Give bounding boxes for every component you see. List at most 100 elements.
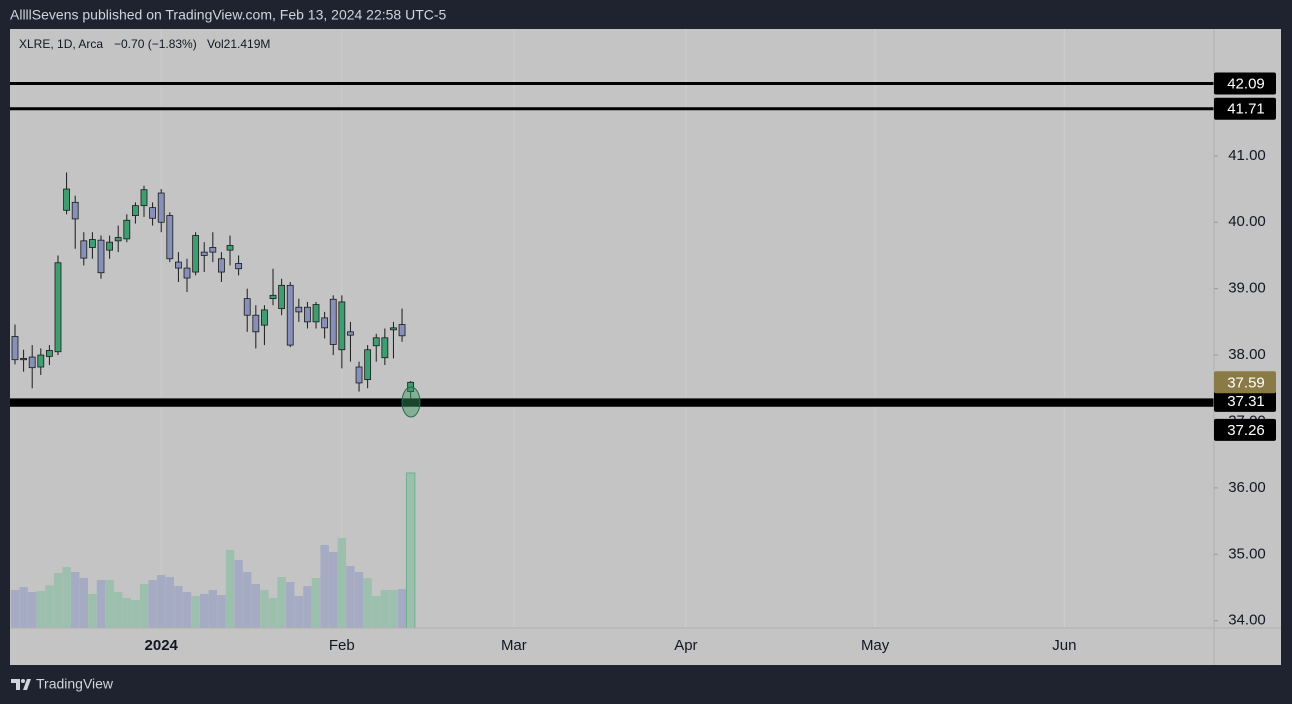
- volume-bar: [122, 597, 132, 628]
- volume-bar: [337, 537, 347, 628]
- candle-body: [304, 306, 311, 323]
- y-tick-label: 34.00: [1228, 612, 1266, 629]
- x-tick-label: Feb: [329, 637, 355, 654]
- candle-body: [269, 294, 277, 300]
- volume-bar: [372, 596, 381, 628]
- candle-body: [261, 309, 268, 326]
- candle-body: [45, 350, 53, 357]
- volume-bar: [174, 586, 183, 628]
- volume-bar: [19, 586, 28, 628]
- y-tick-label: 40.00: [1228, 213, 1266, 230]
- candle-body: [226, 245, 234, 251]
- volume-bar: [286, 581, 295, 628]
- last-price-label: 37.59: [1227, 374, 1265, 391]
- level-label-box: [1214, 97, 1276, 120]
- volume-bar: [79, 577, 88, 628]
- candle-body: [286, 284, 294, 346]
- volume-bar: [10, 590, 20, 628]
- volume-bar: [243, 571, 252, 628]
- candle-body: [252, 314, 260, 333]
- level-label-box: [1214, 389, 1276, 412]
- brand-logo: [11, 679, 31, 690]
- volume-bar: [329, 552, 338, 628]
- volume-bar: [260, 590, 269, 628]
- legend-symbol: XLRE, 1D, Arca: [19, 37, 103, 51]
- x-tick-label: 2024: [145, 637, 179, 654]
- level-label: 42.09: [1227, 75, 1265, 92]
- y-tick-label: 38.00: [1228, 346, 1266, 363]
- volume-bar: [70, 571, 80, 628]
- level-label: 37.26: [1227, 422, 1265, 439]
- publish-header: AllllSevens published on TradingView.com…: [10, 7, 447, 23]
- volume-bar: [389, 590, 398, 628]
- y-tick-label: 36.00: [1228, 479, 1266, 496]
- candle-body: [88, 239, 96, 248]
- candle-body: [278, 284, 286, 309]
- candle-body: [97, 239, 105, 274]
- volume-bar: [88, 593, 97, 628]
- candle-body: [114, 237, 122, 242]
- candle-body: [132, 205, 139, 217]
- candle-body: [20, 357, 27, 361]
- level-label: 41.71: [1227, 101, 1265, 118]
- candle-body: [63, 188, 70, 211]
- candle-body: [157, 192, 165, 223]
- volume-bar: [36, 591, 45, 628]
- y-tick-label: 41.00: [1228, 147, 1266, 164]
- volume-bar: [397, 588, 407, 628]
- candle-body: [183, 267, 191, 279]
- volume-bar: [405, 472, 416, 629]
- candle-body: [192, 235, 200, 273]
- volume-bar: [53, 573, 63, 628]
- volume-bar: [380, 590, 390, 628]
- candle-body: [200, 251, 208, 256]
- volume-bar: [62, 566, 71, 628]
- volume-bar: [234, 559, 243, 628]
- candle-body: [329, 298, 337, 345]
- candle-body: [390, 327, 397, 331]
- volume-bar: [27, 592, 37, 628]
- candle-body: [11, 336, 19, 361]
- last-price-box: [1214, 371, 1276, 394]
- candle-body: [175, 261, 182, 269]
- volume-bar: [311, 577, 321, 628]
- candle-body: [209, 247, 217, 253]
- legend-change: −0.70 (−1.83%): [114, 37, 197, 51]
- candle-body: [321, 317, 329, 329]
- candle-body: [235, 263, 243, 270]
- candle-body: [218, 258, 225, 273]
- level-label: 37.31: [1227, 393, 1265, 410]
- candle-body: [364, 349, 372, 381]
- level-label-box: [1214, 72, 1276, 95]
- candle-body: [295, 306, 303, 313]
- candle-body: [54, 262, 62, 353]
- volume-bar: [217, 595, 226, 628]
- chart-panel: [10, 29, 1281, 665]
- candle-body: [71, 201, 79, 220]
- volume-bar: [114, 592, 123, 628]
- candle-body: [347, 331, 354, 336]
- candle-body: [166, 215, 174, 260]
- candle-body: [106, 241, 114, 251]
- candle-body: [149, 207, 157, 219]
- x-tick-label: Apr: [674, 637, 697, 654]
- volume-bar: [131, 599, 140, 628]
- candle-body: [37, 354, 45, 368]
- circle-annotation: [401, 386, 421, 418]
- legend-volume: Vol21.419M: [207, 37, 270, 51]
- candle-body: [312, 304, 320, 323]
- x-tick-label: May: [861, 637, 890, 654]
- volume-bar: [157, 575, 166, 628]
- brand-name: TradingView: [36, 676, 114, 692]
- volume-bar: [320, 544, 329, 628]
- volume-bar: [191, 596, 200, 628]
- candle-body: [123, 219, 131, 240]
- candle-body: [355, 366, 363, 384]
- volume-bar: [251, 584, 261, 628]
- volume-bar: [182, 592, 192, 628]
- volume-bar: [268, 597, 278, 628]
- x-tick-label: Jun: [1052, 637, 1076, 654]
- volume-bar: [105, 580, 114, 628]
- candle-body: [338, 301, 346, 351]
- volume-bar: [294, 596, 304, 628]
